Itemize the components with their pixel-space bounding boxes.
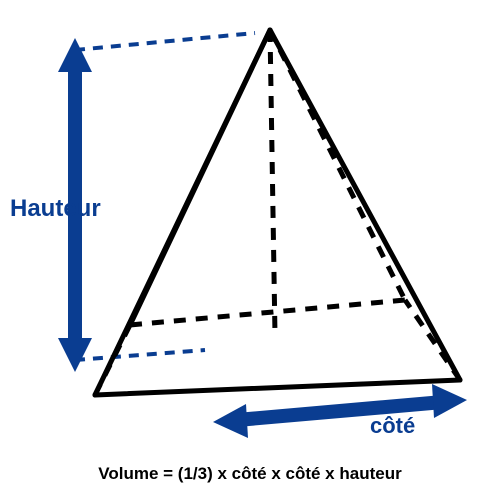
side-arrow-head-right — [432, 384, 467, 418]
height-guide-bottom — [75, 350, 205, 360]
height-label: Hauteur — [10, 195, 101, 223]
edge-apex-center — [270, 30, 275, 335]
height-guide-top — [75, 33, 255, 50]
side-arrow-head-left — [213, 404, 248, 438]
edge-front-base — [95, 380, 460, 395]
height-arrow-head-bottom — [58, 338, 92, 372]
pyramid-svg — [0, 0, 500, 500]
height-arrow-head-top — [58, 38, 92, 72]
volume-formula: Volume = (1/3) x côté x côté x hauteur — [0, 464, 500, 484]
edge-apex-back-left — [130, 30, 270, 325]
pyramid-volume-diagram: Hauteur côté Volume = (1/3) x côté x côt… — [0, 0, 500, 500]
edge-back-base — [130, 300, 405, 325]
edge-apex-front-right — [270, 30, 460, 380]
side-label: côté — [370, 413, 415, 439]
